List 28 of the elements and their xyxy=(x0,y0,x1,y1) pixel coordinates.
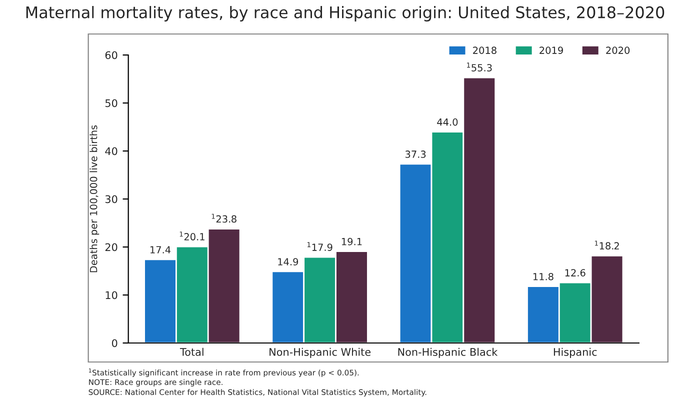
x-tick-label: Non-Hispanic Black xyxy=(398,348,498,358)
legend-label: 2020 xyxy=(606,46,630,54)
x-tick-label: Hispanic xyxy=(554,348,597,358)
data-label: $^{1}$17.9 xyxy=(307,242,332,251)
y-axis-title: Deaths per 100,000 live births xyxy=(90,125,100,272)
data-label: 14.9 xyxy=(278,258,298,266)
y-tick-label: 0 xyxy=(112,339,118,348)
data-label: $^{1}$23.8 xyxy=(212,214,236,223)
data-label: 44.0 xyxy=(437,118,458,126)
data-label: 19.1 xyxy=(342,238,362,246)
y-tick-label: 10 xyxy=(106,291,118,300)
chart-title: Maternal mortality rates, by race and Hispanic origin: United States, 2018–2020 xyxy=(26,6,664,22)
data-label: $^{1}$55.3 xyxy=(467,62,492,72)
data-label: 12.6 xyxy=(565,269,586,276)
y-tick-label: 20 xyxy=(105,243,118,252)
y-tick-label: 30 xyxy=(105,195,118,204)
y-tick-label: 60 xyxy=(105,51,118,60)
x-tick-label: Total xyxy=(180,348,204,356)
x-tick-label: Non-Hispanic White xyxy=(270,348,371,358)
legend-label: 2018 xyxy=(473,46,496,54)
y-tick-label: 40 xyxy=(105,147,118,156)
y-tick-label: 50 xyxy=(105,99,118,108)
legend-label: 2019 xyxy=(540,46,563,54)
data-label: 37.3 xyxy=(405,150,426,158)
data-label: $^{1}$18.2 xyxy=(594,240,619,250)
data-label: $^{1}$20.1 xyxy=(180,232,204,240)
data-label: 11.8 xyxy=(533,272,554,280)
data-label: 17.4 xyxy=(150,246,171,254)
